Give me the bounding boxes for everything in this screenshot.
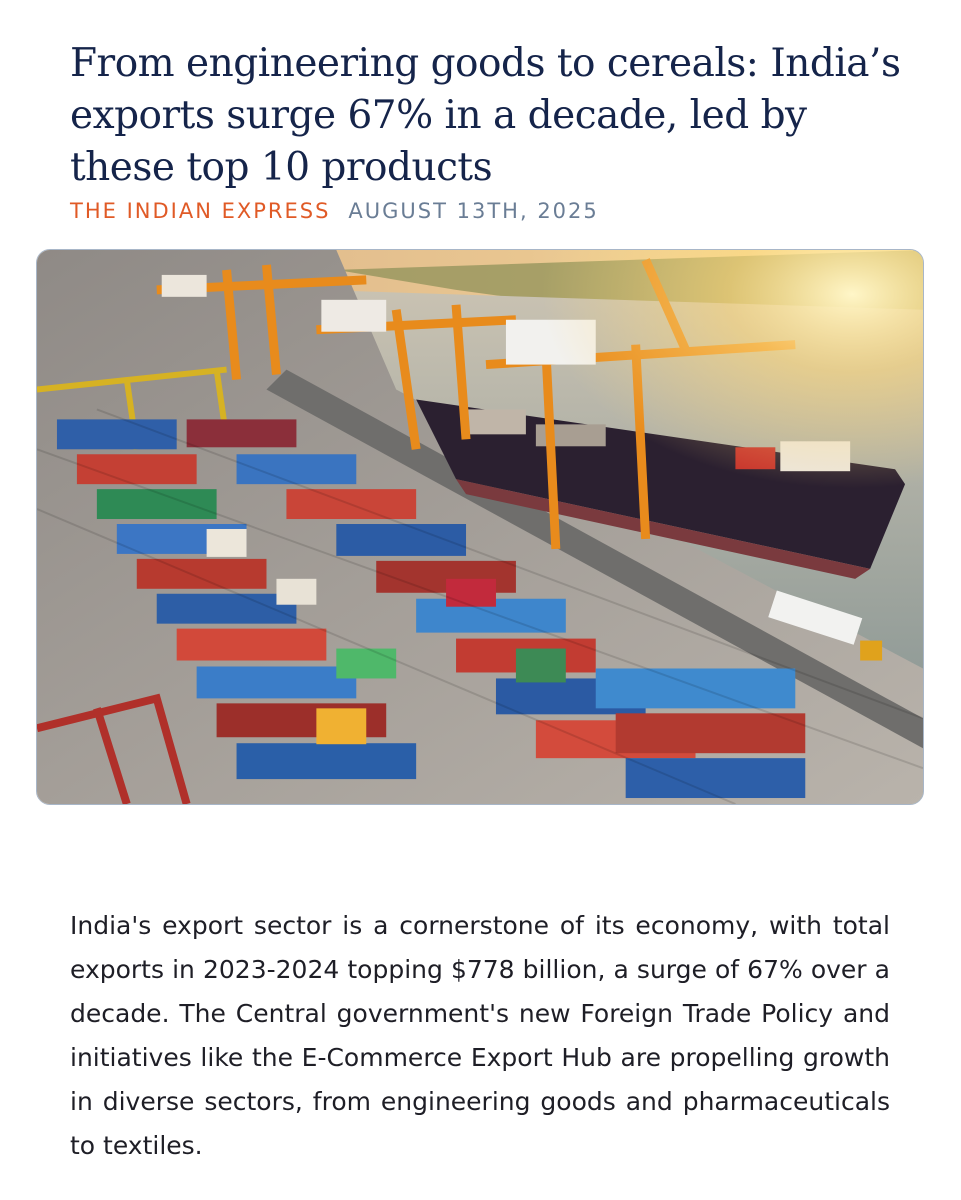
publish-date: AUGUST 13TH, 2025 <box>348 199 599 223</box>
source-label[interactable]: THE INDIAN EXPRESS <box>70 199 331 223</box>
article-headline: From engineering goods to cereals: India… <box>70 41 901 190</box>
article-body: India's export sector is a cornerstone o… <box>70 911 890 1160</box>
hero-image <box>36 249 924 805</box>
article-byline: THE INDIAN EXPRESS AUGUST 13TH, 2025 <box>70 199 599 223</box>
port-photo <box>37 250 923 804</box>
